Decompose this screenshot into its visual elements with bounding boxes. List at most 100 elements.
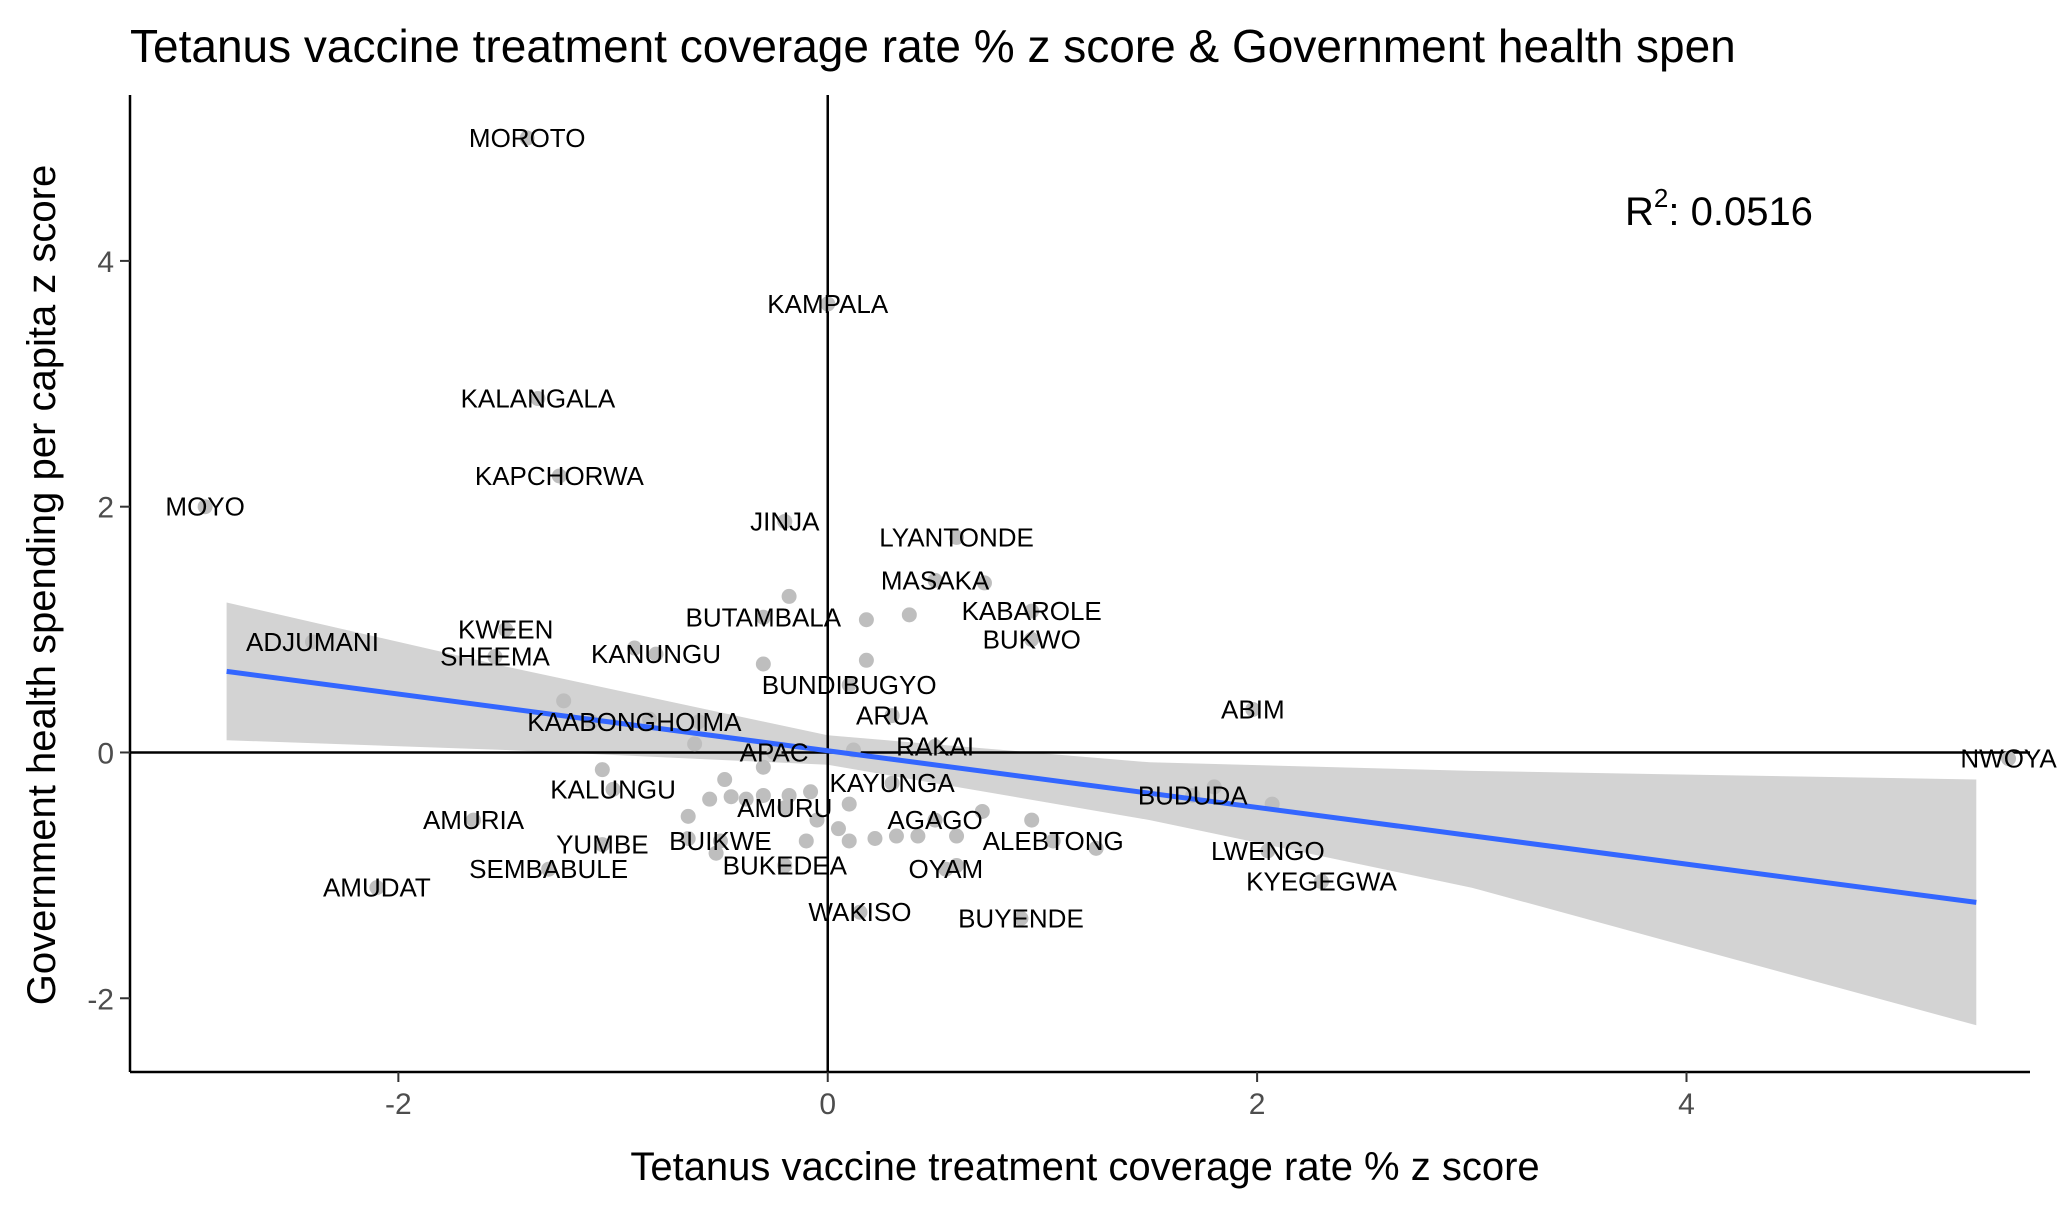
point-label: ALEBTONG: [983, 826, 1124, 856]
point-label: BUTAMBALA: [686, 602, 842, 632]
x-tick-label: -2: [385, 1088, 412, 1121]
x-axis-title: Tetanus vaccine treatment coverage rate …: [630, 1145, 1539, 1189]
point-label: KANUNGU: [591, 639, 721, 669]
data-point: [781, 588, 797, 604]
data-point: [1088, 840, 1104, 856]
point-label: ABIM: [1221, 694, 1285, 724]
data-point: [556, 693, 572, 709]
data-point: [1314, 874, 1330, 890]
data-point: [642, 711, 658, 727]
data-point: [888, 828, 904, 844]
data-point: [809, 812, 825, 828]
data-point: [927, 812, 943, 828]
data-point: [766, 744, 782, 760]
data-point: [949, 529, 965, 545]
point-label: MOROTO: [469, 123, 586, 153]
x-tick-label: 0: [819, 1088, 836, 1121]
point-label: AMURIA: [423, 805, 525, 835]
point-label: AMURU: [737, 793, 832, 823]
data-point: [691, 714, 707, 730]
data-point: [530, 391, 546, 407]
data-point: [841, 833, 857, 849]
point-label: KALUNGU: [550, 774, 676, 804]
point-label: YUMBE: [556, 830, 648, 860]
data-point: [1024, 631, 1040, 647]
data-point: [910, 828, 926, 844]
point-label: SHEEMA: [440, 642, 550, 672]
regression-line-layer: [226, 668, 1977, 905]
point-label: SEMBABULE: [469, 854, 628, 884]
data-point: [781, 787, 797, 803]
point-label: AGAGO: [887, 805, 982, 835]
y-tick-label: 0: [97, 737, 114, 770]
point-label: APAC: [740, 737, 809, 767]
r-squared-annotation: R2: 0.0516: [1625, 183, 1813, 234]
y-axis-title: Government health spending per capita z …: [20, 165, 64, 1006]
data-point: [702, 791, 718, 807]
data-point: [1245, 701, 1261, 717]
data-point: [594, 837, 610, 853]
regression-line: [226, 668, 1977, 905]
data-points: [197, 130, 2017, 926]
data-point: [901, 607, 917, 623]
data-point: [717, 772, 733, 788]
data-point: [841, 796, 857, 812]
data-point: [949, 858, 965, 874]
data-point: [777, 513, 793, 529]
point-label: KALANGALA: [461, 384, 616, 414]
point-label: HOIMA: [656, 707, 742, 737]
point-label: BUIKWE: [669, 826, 772, 856]
data-point: [369, 880, 385, 896]
data-point: [841, 677, 857, 693]
data-point: [627, 640, 643, 656]
data-point: [867, 831, 883, 847]
data-point: [803, 784, 819, 800]
point-label: ADJUMANI: [246, 627, 379, 657]
point-label: WAKISO: [808, 897, 911, 927]
data-point: [605, 781, 621, 797]
point-label: BUNDIBUGYO: [762, 670, 937, 700]
data-point: [519, 130, 535, 146]
point-label: MASAKA: [881, 565, 990, 595]
x-tick-label: 4: [1678, 1088, 1695, 1121]
data-point: [1045, 833, 1061, 849]
data-point: [498, 622, 514, 638]
data-point: [974, 803, 990, 819]
data-point: [541, 861, 557, 877]
data-point: [858, 652, 874, 668]
reference-lines: [130, 95, 2030, 1072]
data-point: [949, 828, 965, 844]
data-point: [852, 904, 868, 920]
data-point: [1260, 843, 1276, 859]
data-point: [1013, 910, 1029, 926]
r-squared-label: R2: 0.0516: [1625, 183, 1813, 234]
point-label: KAPCHORWA: [475, 461, 645, 491]
point-label: KABAROLE: [962, 596, 1102, 626]
data-point: [648, 646, 664, 662]
y-tick-label: 2: [97, 492, 114, 525]
point-label: LYANTONDE: [879, 522, 1034, 552]
point-label: KYEGEGWA: [1246, 867, 1397, 897]
data-point: [723, 789, 739, 805]
y-tick-label: -2: [87, 983, 114, 1016]
data-point: [551, 468, 567, 484]
point-label: BUYENDE: [958, 903, 1084, 933]
data-point: [1206, 779, 1222, 795]
data-point: [884, 775, 900, 791]
data-point: [197, 499, 213, 515]
point-label: KWEEN: [458, 615, 553, 645]
data-point: [755, 609, 771, 625]
data-point: [680, 831, 696, 847]
point-labels: MOROTO KAMPALA KALANGALA KAPCHORWA MOYO JINJA…: [165, 123, 2057, 933]
data-point: [820, 296, 836, 312]
x-tick-label: 2: [1249, 1088, 1266, 1121]
data-point: [830, 821, 846, 837]
point-label: KAMPALA: [767, 289, 889, 319]
data-point: [858, 612, 874, 628]
point-label: BUKWO: [983, 624, 1081, 654]
data-point: [755, 656, 771, 672]
data-point: [1024, 812, 1040, 828]
point-label: AMUDAT: [323, 873, 431, 903]
data-point: [798, 833, 814, 849]
